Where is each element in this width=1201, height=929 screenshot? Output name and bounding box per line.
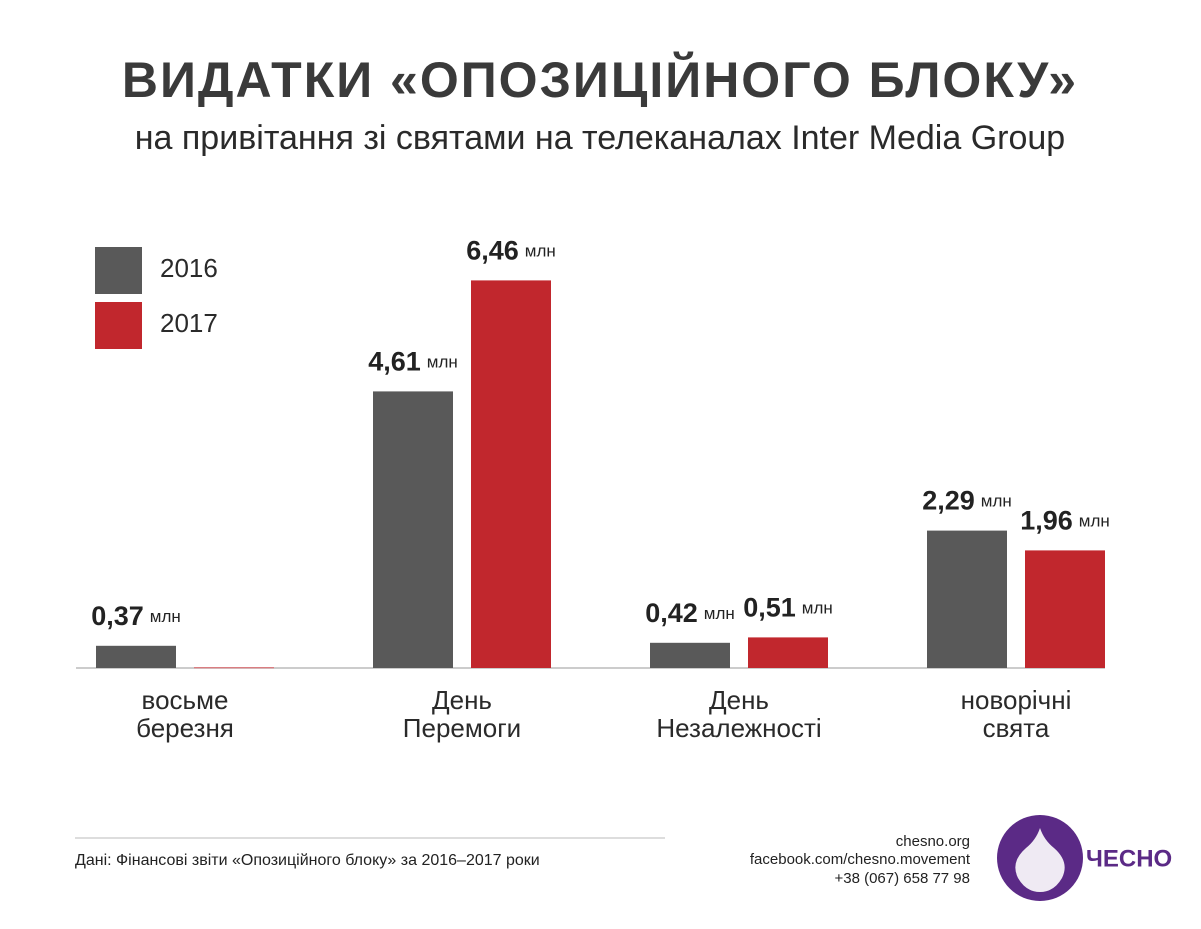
- value-label: 1,96 млн: [1020, 506, 1110, 536]
- source: Дані: Фінансові звіти «Опозиційного блок…: [75, 852, 540, 869]
- x-tick-label: восьме березня: [136, 685, 234, 743]
- value-unit: млн: [981, 492, 1012, 511]
- legend-swatch: [95, 302, 142, 349]
- chart-title: ВИДАТКИ «ОПОЗИЦІЙНОГО БЛОКУ»: [122, 51, 1078, 108]
- contact: +38 (067) 658 77 98: [834, 870, 970, 887]
- bar: [748, 637, 828, 668]
- value-number: 6,46: [466, 236, 519, 266]
- x-tick-label: День Незалежності: [656, 685, 822, 743]
- value-label: 0,37 млн: [91, 601, 181, 631]
- contact: chesno.org: [896, 833, 970, 850]
- bar: [194, 667, 274, 669]
- bar: [471, 280, 551, 668]
- value-number: 0,37: [91, 601, 144, 631]
- value-label: 2,29 млн: [922, 486, 1012, 516]
- value-unit: млн: [525, 242, 556, 261]
- value-unit: млн: [704, 604, 735, 623]
- value-label: 0,42 млн: [645, 598, 735, 628]
- value-number: 0,51: [743, 593, 796, 623]
- legend-label: 2016: [160, 253, 218, 283]
- x-tick-label: День Перемоги: [402, 685, 522, 743]
- value-number: 1,96: [1020, 506, 1073, 536]
- bar: [96, 645, 176, 668]
- contact: facebook.com/chesno.movement: [750, 851, 971, 868]
- value-label: 4,61 млн: [368, 347, 458, 377]
- value-unit: млн: [802, 599, 833, 618]
- value-label: 0,51 млн: [743, 593, 833, 623]
- bar: [373, 391, 453, 668]
- legend-swatch: [95, 247, 142, 294]
- logo-garlic: [1015, 828, 1065, 892]
- value-unit: млн: [1079, 512, 1110, 531]
- chart-subtitle: на привітання зі святами на телеканалах …: [135, 119, 1065, 157]
- value-number: 4,61: [368, 347, 421, 377]
- value-number: 0,42: [645, 598, 698, 628]
- legend-label: 2017: [160, 308, 218, 338]
- value-number: 2,29: [922, 486, 975, 516]
- bar: [650, 642, 730, 668]
- bar: [927, 530, 1007, 668]
- logo-text: ЧЕСНО: [1086, 845, 1172, 872]
- value-unit: млн: [150, 607, 181, 626]
- value-label: 6,46 млн: [466, 236, 556, 266]
- x-tick-label: новорічні свята: [960, 685, 1072, 743]
- value-unit: млн: [427, 353, 458, 372]
- bar: [1025, 550, 1105, 668]
